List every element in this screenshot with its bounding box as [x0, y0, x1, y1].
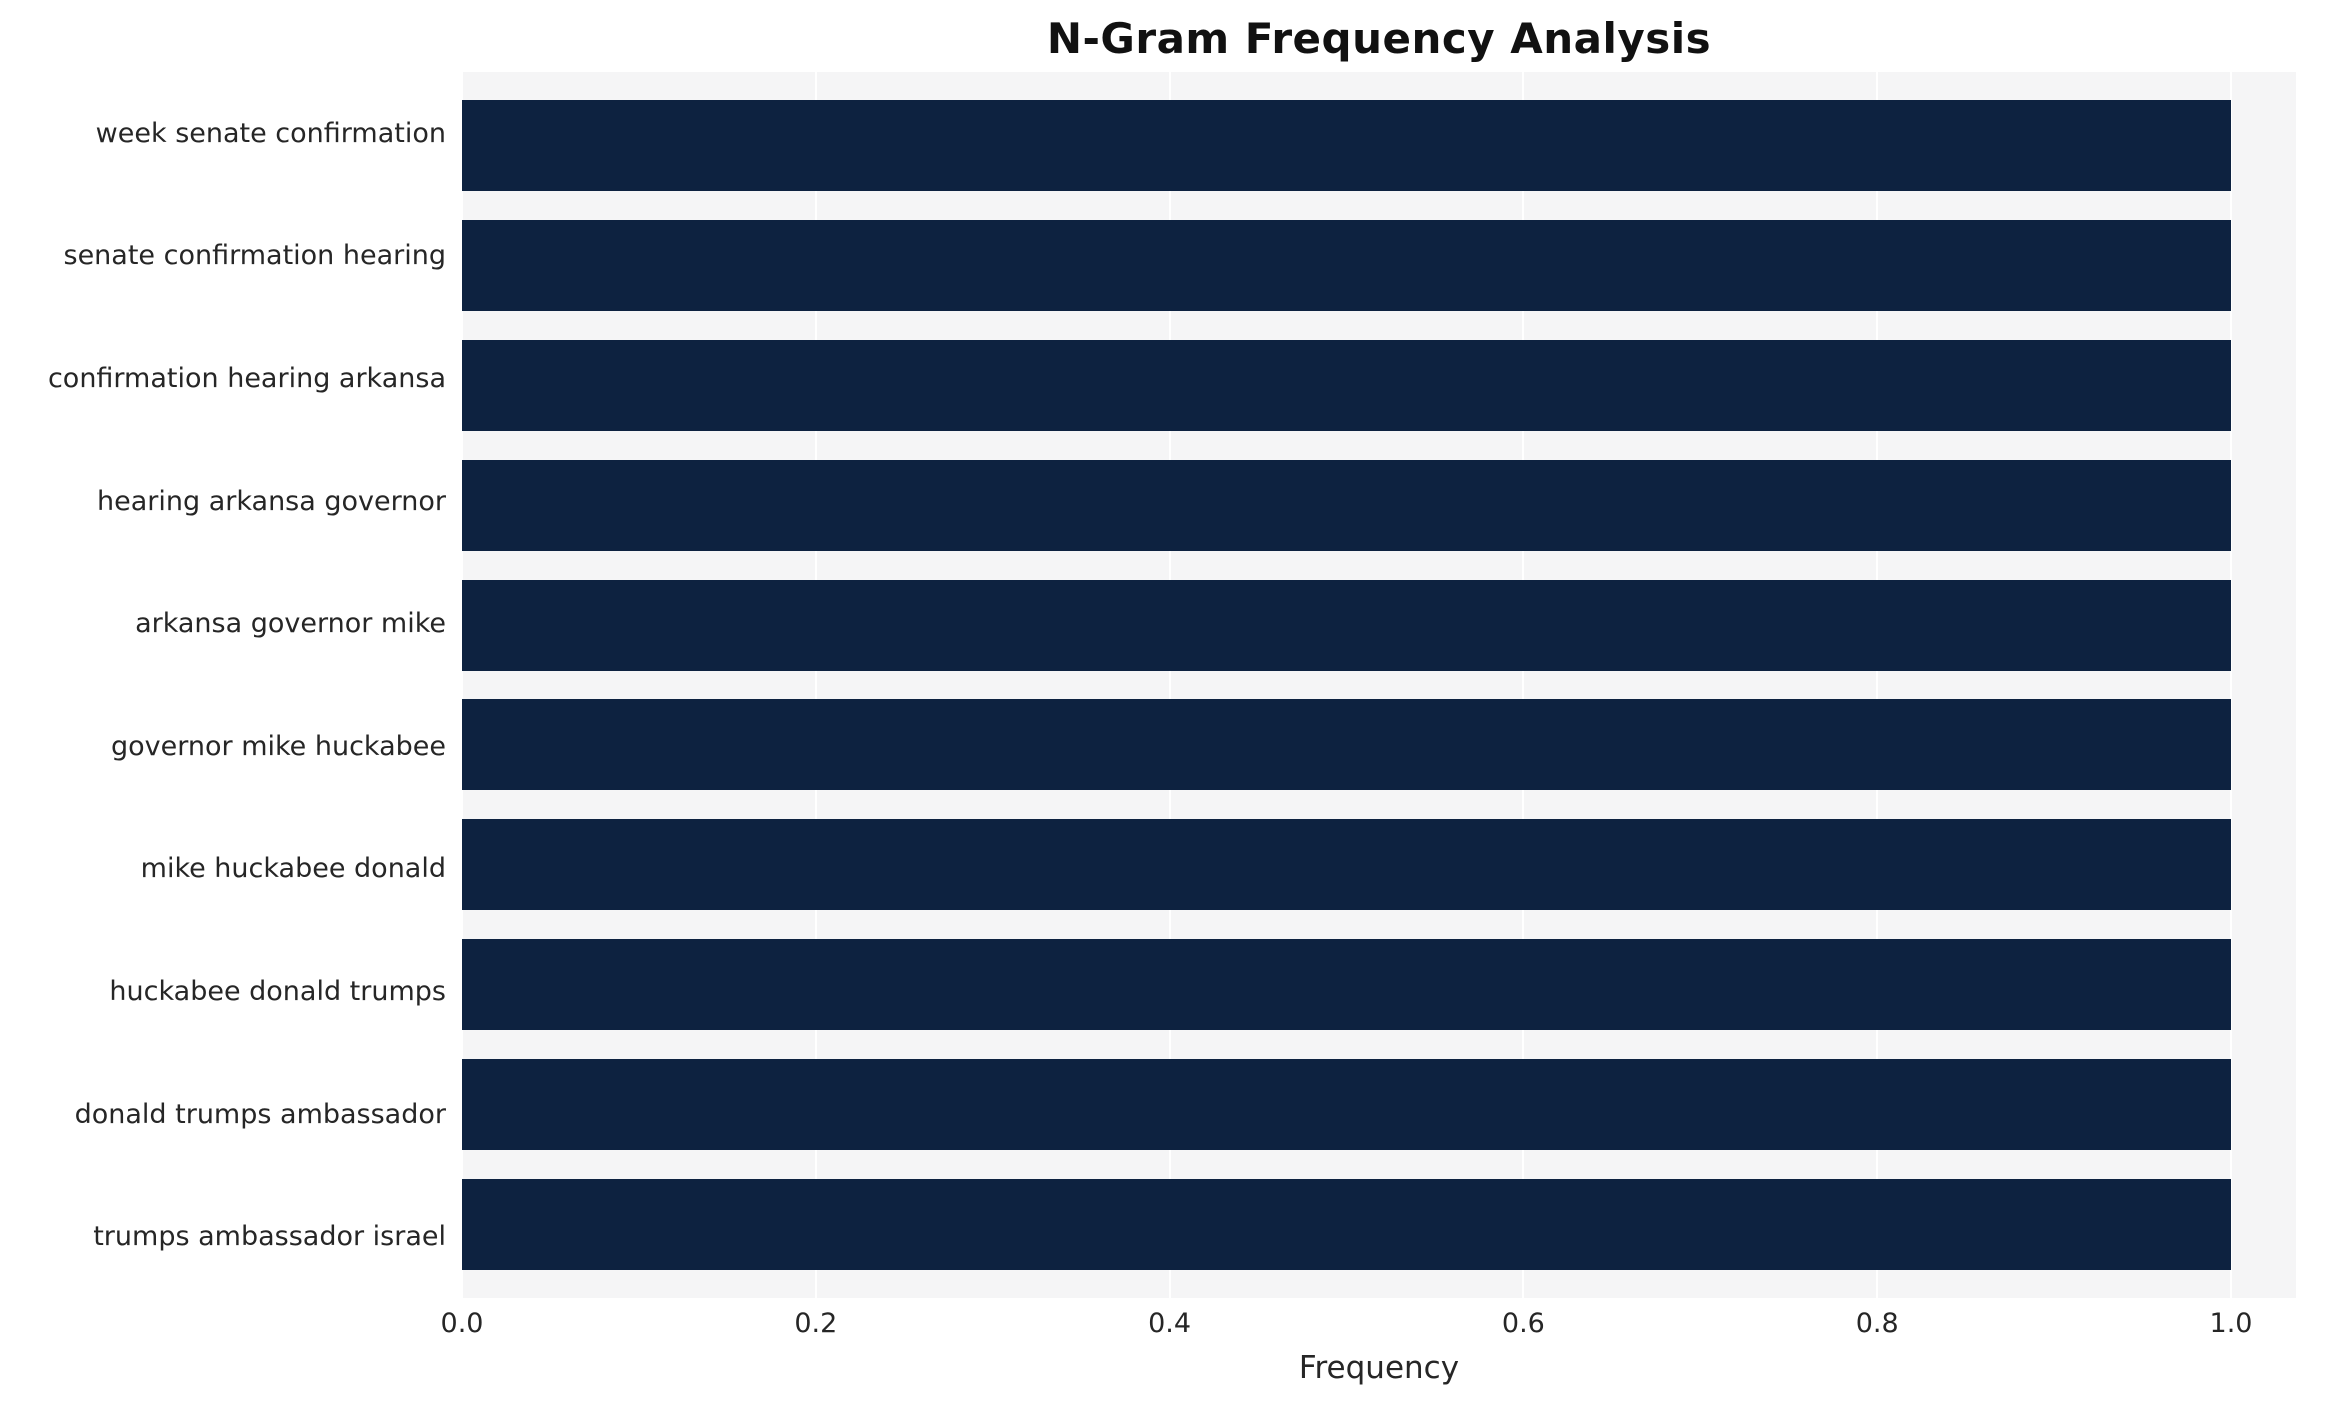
y-label-row: arkansa governor mike — [12, 562, 462, 685]
y-label-row: huckabee donald trumps — [12, 930, 462, 1053]
category-label: trumps ambassador israel — [93, 1221, 446, 1253]
category-label: huckabee donald trumps — [109, 975, 446, 1007]
plot-area: week senate confirmation senate confirmat… — [48, 72, 2296, 1298]
bar-row — [462, 326, 2231, 446]
x-tick-label: 1.0 — [2209, 1308, 2253, 1339]
chart-title-area: N-Gram Frequency Analysis — [462, 0, 2296, 72]
category-label: governor mike huckabee — [111, 730, 446, 762]
category-label: arkansa governor mike — [135, 608, 446, 640]
y-label-row: donald trumps ambassador — [12, 1053, 462, 1176]
category-label: confirmation hearing arkansa — [47, 362, 446, 394]
y-axis-labels: week senate confirmation senate confirmat… — [12, 72, 462, 1298]
bar — [462, 339, 2231, 431]
y-label-row: confirmation hearing arkansa — [12, 317, 462, 440]
category-label: mike huckabee donald — [140, 853, 446, 885]
y-label-row: week senate confirmation — [12, 72, 462, 195]
bar-row — [462, 1164, 2231, 1284]
category-label: senate confirmation hearing — [63, 240, 447, 272]
bar-row — [462, 805, 2231, 925]
category-label: week senate confirmation — [95, 117, 446, 149]
x-tick-label: 0.2 — [794, 1308, 838, 1339]
y-label-row: hearing arkansa governor — [12, 440, 462, 563]
category-label: donald trumps ambassador — [74, 1098, 446, 1130]
chart-title: N-Gram Frequency Analysis — [1046, 14, 1712, 63]
y-label-row: governor mike huckabee — [12, 685, 462, 808]
x-axis: 0.0 0.2 0.4 0.6 0.8 1.0 — [441, 1298, 2296, 1344]
gridline — [1522, 72, 1525, 1298]
x-tick-label: 0.0 — [440, 1308, 484, 1339]
gridline — [2230, 72, 2232, 1298]
gridline — [1168, 72, 1171, 1298]
bar-row — [462, 925, 2231, 1045]
y-label-row: mike huckabee donald — [12, 808, 462, 931]
x-tick-label: 0.8 — [1855, 1308, 1899, 1339]
bar-row — [462, 445, 2231, 565]
bar — [462, 699, 2231, 791]
x-tick-label: 0.4 — [1148, 1308, 1192, 1339]
x-axis-scale: 0.0 0.2 0.4 0.6 0.8 1.0 — [441, 1298, 2253, 1344]
bar-row — [462, 1044, 2231, 1164]
x-tick-label: 0.6 — [1501, 1308, 1545, 1339]
gridline — [1876, 72, 1879, 1298]
x-axis-title-area: Frequency — [462, 1344, 2296, 1386]
bar — [462, 220, 2231, 312]
bar — [462, 1058, 2231, 1150]
y-label-row: senate confirmation hearing — [12, 195, 462, 318]
bar — [462, 1178, 2231, 1270]
gridline — [814, 72, 817, 1298]
bar — [462, 579, 2231, 671]
bar-row — [462, 685, 2231, 805]
bars-container — [462, 72, 2231, 1298]
bar-row — [462, 565, 2231, 685]
category-label: hearing arkansa governor — [97, 485, 446, 517]
bar-row — [462, 86, 2231, 206]
x-axis-title: Frequency — [1298, 1350, 1460, 1386]
bar-row — [462, 206, 2231, 326]
bar — [462, 100, 2231, 192]
bar — [462, 938, 2231, 1030]
plot-scale — [461, 72, 2232, 1298]
bar — [462, 819, 2231, 911]
y-label-row: trumps ambassador israel — [12, 1175, 462, 1298]
bar — [462, 459, 2231, 551]
gridline — [461, 72, 463, 1298]
